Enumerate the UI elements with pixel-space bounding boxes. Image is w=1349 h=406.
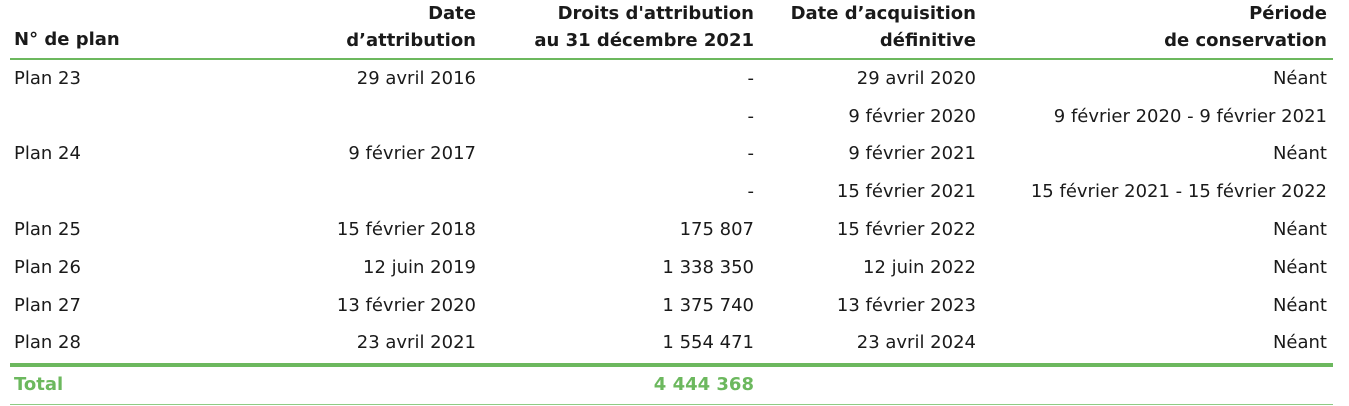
cell-date-attribution: 15 février 2018 xyxy=(336,219,476,240)
cell-date-acquisition: 15 février 2022 xyxy=(836,219,976,240)
header-periode-line1: Période xyxy=(1249,3,1327,24)
cell-date-attribution: 13 février 2020 xyxy=(336,295,476,316)
cell-periode: Néant xyxy=(1272,68,1327,89)
cell-periode: 9 février 2020 - 9 février 2021 xyxy=(1053,106,1327,127)
cell-date-acquisition: 29 avril 2020 xyxy=(856,68,976,89)
header-periode-line2: de conservation xyxy=(1164,30,1327,51)
cell-date-acquisition: 12 juin 2022 xyxy=(863,257,976,278)
cell-periode: 15 février 2021 - 15 février 2022 xyxy=(1030,181,1327,202)
header-plan: N° de plan xyxy=(14,29,120,50)
cell-periode: Néant xyxy=(1272,257,1327,278)
cell-droits: - xyxy=(747,143,755,164)
cell-periode: Néant xyxy=(1272,219,1327,240)
header-droits-line1: Droits d'attribution xyxy=(557,3,754,24)
total-label: Total xyxy=(14,374,64,395)
cell-date-acquisition: 15 février 2021 xyxy=(836,181,976,202)
cell-periode: Néant xyxy=(1272,143,1327,164)
cell-plan: Plan 27 xyxy=(14,295,81,316)
cell-date-attribution: 12 juin 2019 xyxy=(363,257,476,278)
cell-droits: - xyxy=(747,181,755,202)
total-droits: 4 444 368 xyxy=(653,374,754,395)
header-divider xyxy=(10,58,1333,60)
cell-plan: Plan 28 xyxy=(14,332,81,353)
cell-droits: - xyxy=(747,106,755,127)
cell-droits: 1 375 740 xyxy=(662,295,754,316)
cell-date-acquisition: 23 avril 2024 xyxy=(856,332,976,353)
cell-plan: Plan 26 xyxy=(14,257,81,278)
total-divider xyxy=(10,363,1333,367)
cell-date-attribution: 9 février 2017 xyxy=(348,143,476,164)
cell-droits: 1 554 471 xyxy=(662,332,754,353)
cell-date-acquisition: 13 février 2023 xyxy=(836,295,976,316)
cell-date-attribution: 23 avril 2021 xyxy=(356,332,476,353)
cell-droits: 175 807 xyxy=(679,219,754,240)
header-date-acquisition-line1: Date d’acquisition xyxy=(790,3,976,24)
cell-droits: 1 338 350 xyxy=(662,257,754,278)
cell-date-acquisition: 9 février 2021 xyxy=(848,143,976,164)
cell-periode: Néant xyxy=(1272,332,1327,353)
cell-date-acquisition: 9 février 2020 xyxy=(848,106,976,127)
cell-periode: Néant xyxy=(1272,295,1327,316)
bottom-divider xyxy=(10,404,1333,405)
cell-plan: Plan 23 xyxy=(14,68,81,89)
header-date-attribution-line2: d’attribution xyxy=(346,30,476,51)
cell-plan: Plan 24 xyxy=(14,143,81,164)
header-date-attribution-line1: Date xyxy=(428,3,476,24)
header-date-acquisition-line2: définitive xyxy=(879,30,976,51)
cell-date-attribution: 29 avril 2016 xyxy=(356,68,476,89)
cell-plan: Plan 25 xyxy=(14,219,81,240)
cell-droits: - xyxy=(747,68,755,89)
header-droits-line2: au 31 décembre 2021 xyxy=(534,30,754,51)
